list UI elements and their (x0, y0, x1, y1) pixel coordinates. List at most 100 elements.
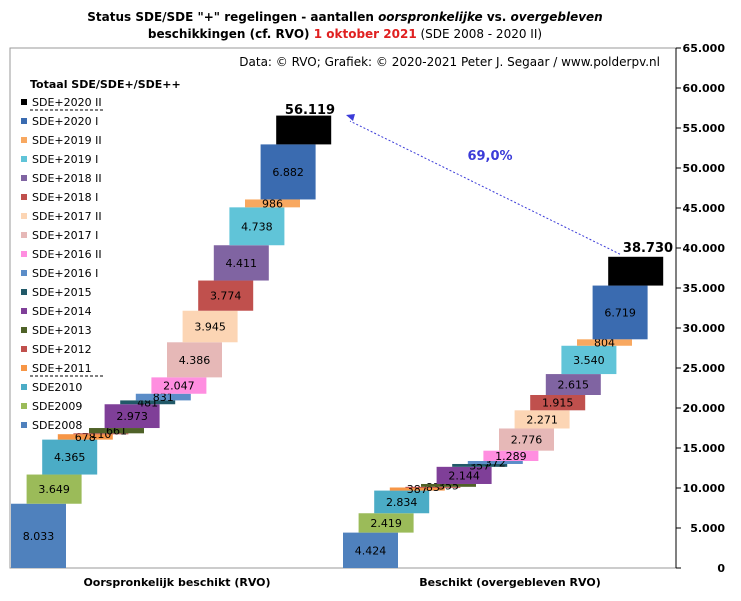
legend-entry: SDE+2018 I (32, 191, 98, 204)
original-bar (245, 199, 300, 208)
original-bar (198, 280, 254, 311)
y-tick-label: 5.000 (690, 522, 725, 535)
chart-title-line2: beschikkingen (cf. RVO) 1 oktober 2021 (… (148, 27, 542, 41)
remaining-bar-label: 2.419 (370, 517, 402, 530)
legend-swatch (21, 403, 27, 409)
original-bar-label: 4.365 (54, 451, 86, 464)
y-tick-label: 15.000 (683, 442, 726, 455)
legend-swatch (21, 327, 27, 333)
legend-swatch (21, 99, 27, 105)
bars-remaining-group: 4.4242.4192.834387833552.1443573721.2892… (343, 256, 664, 568)
legend-entry: SDE2010 (32, 381, 82, 394)
bars-original-group: 8.0333.6494.3656781106612.9734818312.047… (11, 115, 332, 568)
original-bar (167, 342, 222, 378)
remaining-bar (374, 490, 430, 514)
y-tick-label: 0 (717, 562, 725, 575)
original-bar-label: 8.033 (23, 530, 55, 543)
y-tick-label: 65.000 (683, 42, 726, 55)
remaining-bar (608, 256, 664, 286)
total-label-remaining: 38.730 (623, 241, 673, 256)
y-axis: 0 5.000 10.000 15.000 20.000 25.000 30.000 35.0… (675, 42, 726, 575)
original-bar (104, 404, 160, 429)
legend-entry: SDE+2013 (32, 324, 92, 337)
original-bar-label: 3.774 (210, 290, 242, 303)
legend-swatch (21, 213, 27, 219)
legend-swatch (21, 384, 27, 390)
annotations: 56.119 38.730 69,0% (285, 103, 673, 256)
legend-entry: SDE+2018 II (32, 172, 102, 185)
original-bar-label: 4.386 (179, 354, 211, 367)
chart-subtitle: Data: © RVO; Grafiek: © 2020-2021 Peter … (239, 55, 660, 69)
original-bar (260, 144, 316, 200)
legend-entry: SDE+2016 II (32, 248, 102, 261)
legend-swatch (21, 270, 27, 276)
original-bar-label: 986 (262, 197, 283, 210)
remaining-bar-label: 2.144 (448, 469, 480, 482)
remaining-bar (577, 339, 632, 346)
legend-swatch (21, 289, 27, 295)
legend-swatch (21, 346, 27, 352)
remaining-bar (343, 532, 398, 568)
y-tick-label: 50.000 (683, 162, 726, 175)
legend-entry: SDE+2017 I (32, 229, 98, 242)
percentage-label: 69,0% (467, 149, 512, 164)
chart-title-line1: Status SDE/SDE "+" regelingen - aantalle… (87, 10, 602, 24)
remaining-bar (358, 513, 414, 533)
remaining-bar-label: 3.597 (620, 265, 652, 278)
legend-entry: SDE+2019 II (32, 134, 102, 147)
original-bar (42, 439, 98, 475)
remaining-bar-label: 2.271 (526, 413, 558, 426)
original-bar-label: 4.738 (241, 220, 273, 233)
remaining-bar (530, 394, 586, 411)
legend-swatch (21, 365, 27, 371)
remaining-bar (514, 410, 570, 429)
legend-swatch (21, 156, 27, 162)
legend-swatch (21, 308, 27, 314)
legend-swatch (21, 251, 27, 257)
remaining-bar (421, 483, 476, 487)
original-bar (73, 433, 129, 435)
original-bar (213, 245, 269, 281)
y-tick-label: 35.000 (683, 282, 726, 295)
legend-swatch (21, 175, 27, 181)
legend: Totaal SDE/SDE+/SDE++ SDE+2020 II SDE+2020… (21, 78, 181, 432)
y-tick-label: 55.000 (683, 122, 726, 135)
remaining-bar (389, 487, 445, 491)
legend-title: Totaal SDE/SDE+/SDE++ (30, 78, 181, 91)
category-label-remaining: Beschikt (overgebleven RVO) (419, 576, 600, 589)
total-label-original: 56.119 (285, 103, 335, 118)
remaining-bar-label: 6.719 (604, 306, 636, 319)
original-bar (276, 115, 332, 145)
original-bar (229, 207, 285, 246)
original-bar (57, 434, 113, 440)
original-bar-label: 3.945 (194, 321, 226, 334)
legend-swatch (21, 118, 27, 124)
category-label-original: Oorspronkelijk beschikt (RVO) (83, 576, 270, 589)
original-bar-label: 2.047 (163, 380, 195, 393)
y-tick-label: 40.000 (683, 242, 726, 255)
remaining-bar (436, 466, 492, 484)
legend-entry: SDE2009 (32, 400, 82, 413)
legend-swatch (21, 194, 27, 200)
original-bar (182, 310, 238, 343)
legend-entry: SDE+2016 I (32, 267, 98, 280)
original-bar-label: 4.411 (226, 257, 258, 270)
remaining-bar (545, 374, 601, 395)
legend-entry: SDE+2019 I (32, 153, 98, 166)
remaining-bar (467, 461, 523, 464)
legend-entry: SDE+2015 (32, 286, 92, 299)
original-bar (89, 428, 144, 434)
remaining-bar (452, 463, 508, 467)
remaining-bar (483, 450, 539, 461)
legend-entry: SDE+2011 (32, 362, 92, 375)
original-bar (26, 474, 82, 504)
legend-entry: SDE+2012 (32, 343, 92, 356)
remaining-bar-label: 2.776 (511, 434, 543, 447)
original-bar (135, 393, 191, 401)
original-bar (151, 377, 207, 394)
legend-swatch (21, 232, 27, 238)
remaining-bar-label: 1.915 (542, 397, 574, 410)
comparison-arrow-head (346, 114, 355, 121)
legend-entry: SDE2008 (32, 419, 82, 432)
legend-entry: SDE+2014 (32, 305, 92, 318)
